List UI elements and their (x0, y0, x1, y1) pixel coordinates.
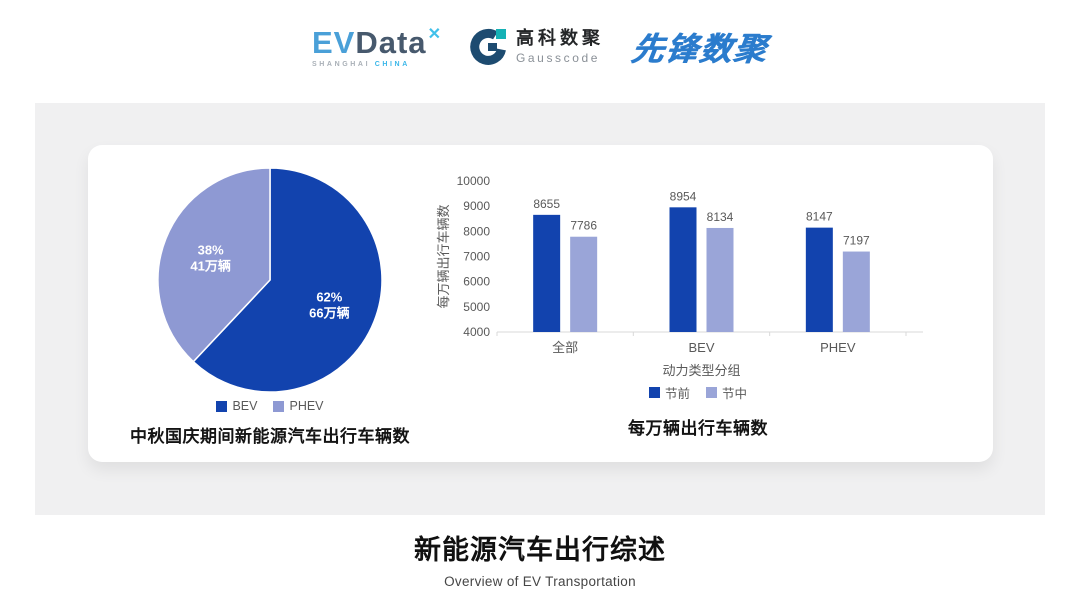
pie-legend-item-BEV: BEV (216, 399, 257, 413)
y-tick-label: 8000 (463, 224, 490, 238)
legend-swatch-icon (216, 400, 228, 412)
pie-chart-svg: 62%66万辆 38%41万辆 (157, 167, 383, 393)
page-subtitle: Overview of EV Transportation (444, 574, 636, 589)
y-tick-label: 9000 (463, 199, 490, 213)
pie-slice-BEV (192, 167, 383, 393)
gausscode-logo-text: 高科数聚 Gausscode (515, 28, 604, 65)
evdata-shanghai-label: SHANGHAI (312, 60, 371, 68)
pie-legend-item-PHEV: PHEV (273, 399, 324, 413)
bar-节前-BEV (669, 207, 697, 332)
bar-legend-item-节中: 节中 (706, 383, 747, 402)
evdata-logo: EVData✕ SHANGHAI CHINA (312, 24, 442, 68)
bar-value-label: 8954 (670, 189, 697, 203)
header-logos: EVData✕ SHANGHAI CHINA 高科数聚 Gausscode 先锋… (0, 24, 1080, 70)
bar-legend-item-节前: 节前 (648, 383, 690, 402)
bar-legend: 节前 节中 (418, 383, 978, 402)
legend-label: 节中 (722, 387, 748, 401)
pie-slice-percent-label: 38% (198, 242, 224, 257)
bar-节前-PHEV (805, 227, 833, 332)
page-footer: 新能源汽车出行综述 Overview of EV Transportation (0, 528, 1080, 589)
pie-chart-block: 62% 66万辆 38% 41万辆 BEV PHEV 中秋国庆期间新能源汽车出行车辆数 (88, 145, 452, 462)
legend-swatch-icon (706, 387, 717, 398)
bar-value-label: 7197 (843, 234, 870, 248)
pie-slice-value-label: 41万辆 (190, 258, 230, 273)
x-category-label: PHEV (820, 340, 856, 355)
evdata-logo-data: Data (355, 24, 427, 60)
gausscode-logo: 高科数聚 Gausscode (469, 28, 604, 66)
y-tick-label: 7000 (463, 250, 490, 264)
bar-value-label: 8147 (806, 210, 833, 224)
pie-chart-caption: 中秋国庆期间新能源汽车出行车辆数 (130, 427, 410, 446)
pie-slice-percent-label: 62% (316, 290, 342, 305)
pie-slice-PHEV (157, 167, 271, 363)
bar-节前-全部 (533, 214, 561, 332)
gausscode-en-label: Gausscode (515, 50, 601, 65)
bar-节中-全部 (570, 236, 598, 332)
pie-legend: BEV PHEV (88, 399, 452, 413)
bar-节中-PHEV (842, 251, 870, 332)
bar-value-label: 7786 (570, 219, 597, 233)
legend-swatch-icon (648, 387, 660, 398)
y-tick-label: 10000 (457, 174, 491, 188)
gausscode-cn-label: 高科数聚 (515, 28, 604, 49)
evdata-logo-subtitle: SHANGHAI CHINA (312, 61, 441, 68)
bar-value-label: 8655 (533, 197, 560, 211)
legend-label: PHEV (289, 399, 324, 413)
y-tick-label: 4000 (463, 325, 490, 339)
evdata-logo-wordmark: EVData✕ (312, 24, 442, 60)
charts-card: 62% 66万辆 38% 41万辆 BEV PHEV 中秋国庆期间新能源汽车出行车辆数 … (88, 145, 993, 462)
bar-value-label: 8134 (707, 210, 734, 224)
bar-chart-block: 4000 5000 6000 7000 8000 9000 10000 全部 8655 7786 B… (418, 145, 978, 462)
bar-chart-svg: 4000 5000 6000 7000 8000 9000 10000 全部 8655 7786 B… (436, 174, 923, 378)
bar-chart-caption: 每万辆出行车辆数 (628, 419, 768, 438)
y-axis-title: 每万辆出行车辆数 (436, 204, 451, 308)
y-tick-label: 6000 (463, 275, 490, 289)
x-category-label: BEV (688, 340, 714, 355)
pie-slice-value-label: 66万辆 (309, 306, 349, 321)
x-axis-title: 动力类型分组 (662, 363, 740, 378)
x-category-label: 全部 (552, 340, 578, 355)
report-panel: 62% 66万辆 38% 41万辆 BEV PHEV 中秋国庆期间新能源汽车出行车辆数 … (35, 103, 1045, 515)
page-title: 新能源汽车出行综述 (414, 535, 666, 565)
bar-节中-BEV (706, 227, 734, 332)
legend-swatch-icon (273, 400, 285, 412)
legend-label: 节前 (664, 387, 690, 401)
evdata-x-icon: ✕ (427, 25, 442, 43)
legend-label: BEV (232, 399, 258, 413)
gausscode-g-icon (470, 28, 506, 65)
y-tick-label: 5000 (463, 300, 490, 314)
evdata-logo-ev: EV (312, 24, 356, 60)
xianfeng-logo: 先锋数聚 (629, 31, 771, 67)
evdata-china-label: CHINA (374, 60, 410, 68)
